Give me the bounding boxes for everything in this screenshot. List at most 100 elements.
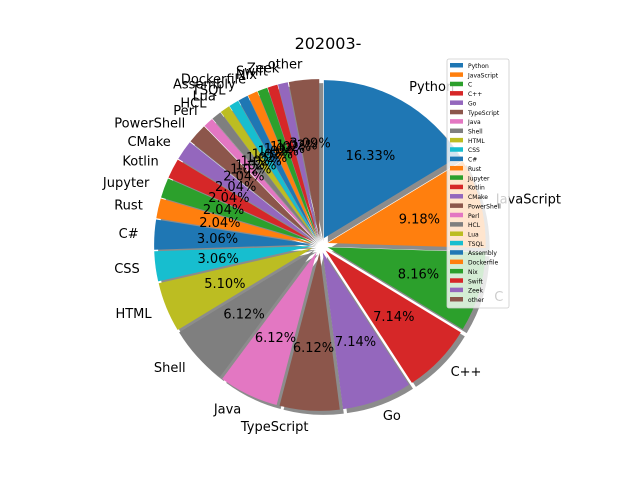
pct-label-tsql: 1.02%: [246, 151, 287, 166]
legend-swatch-java: [450, 119, 463, 124]
category-label-javascript: JavaScript: [495, 192, 561, 207]
legend-swatch-kotlin: [450, 184, 463, 190]
legend-label-tsql: TSQL: [467, 241, 484, 248]
category-label-nix: Nix: [236, 68, 257, 83]
legend-swatch-typescript: [450, 109, 463, 115]
legend-swatch-powershell: [450, 203, 463, 208]
legend-swatch-dockerfile: [450, 259, 463, 265]
pct-label-css: 3.06%: [198, 252, 239, 267]
category-label-css: CSS: [114, 262, 140, 277]
legend-swatch-c: [450, 81, 463, 87]
pct-label-lua: 1.02%: [240, 154, 281, 169]
pct-label-other: 3.09%: [289, 136, 330, 151]
legend-label-hcl: HCL: [468, 222, 481, 229]
category-label-powershell: PowerShell: [114, 117, 185, 132]
category-label-cmake: CMake: [127, 135, 170, 150]
pct-label-python: 16.33%: [346, 149, 396, 164]
legend-label-typescript: TypeScript: [467, 110, 500, 117]
slice-lua: [220, 106, 316, 239]
legend-label-jupyter: Jupyter: [467, 175, 490, 182]
slice-zeek: [277, 82, 319, 238]
pct-label-kotlin: 2.04%: [208, 191, 249, 206]
legend-swatch-assembly: [450, 250, 463, 255]
chart-title: 202003-: [295, 34, 362, 53]
legend-swatch-tsql: [450, 240, 463, 246]
legend-swatch-html: [450, 137, 463, 143]
legend-label-c: C#: [468, 157, 477, 164]
legend-label-powershell: PowerShell: [468, 203, 501, 210]
legend-label-html: HTML: [468, 138, 485, 145]
category-label-shell: Shell: [154, 361, 186, 376]
slice-c: [327, 247, 486, 330]
slice-hcl: [212, 112, 316, 239]
legend-label-assembly: Assembly: [468, 250, 497, 257]
legend-swatch-perl: [450, 212, 463, 218]
slice-dockerfile: [247, 91, 317, 238]
legend-swatch-other: [450, 297, 463, 302]
category-label-c: C++: [451, 365, 482, 380]
pie-slices: [154, 79, 486, 411]
category-label-perl: Perl: [173, 104, 197, 119]
legend-swatch-shell: [450, 128, 463, 134]
legend-label-javascript: JavaScript: [467, 72, 499, 79]
slice-assembly: [238, 95, 317, 239]
legend-label-rust: Rust: [468, 166, 482, 173]
slice-tsql: [229, 100, 316, 239]
slice-typescript: [279, 252, 340, 411]
pct-label-typescript: 6.12%: [293, 341, 334, 356]
slice-other: [288, 79, 320, 238]
legend-swatch-python: [450, 63, 463, 68]
slice-rust: [156, 198, 313, 244]
slice-kotlin: [168, 159, 313, 242]
category-label-typescript: TypeScript: [240, 420, 309, 435]
pct-label-c: 3.06%: [197, 232, 238, 247]
pct-label-perl: 1.02%: [230, 163, 271, 178]
legend-swatch-zeek: [450, 287, 463, 293]
legend-label-python: Python: [468, 63, 489, 70]
category-label-lua: Lua: [193, 90, 216, 105]
legend-label-perl: Perl: [468, 213, 480, 220]
category-label-other: other: [268, 58, 303, 73]
legend-swatch-css: [450, 147, 463, 152]
slice-c: [325, 250, 461, 383]
category-label-dockerfile: Dockerfile: [181, 72, 246, 87]
legend-label-kotlin: Kotlin: [468, 185, 485, 192]
slice-c: [154, 219, 313, 250]
pct-label-javascript: 9.18%: [399, 212, 440, 227]
pct-label-go: 7.14%: [335, 335, 376, 350]
legend-swatch-lua: [450, 231, 463, 236]
category-label-kotlin: Kotlin: [122, 155, 158, 170]
legend-swatch-swift: [450, 278, 463, 283]
legend-swatch-go: [450, 100, 463, 105]
pct-label-powershell: 2.04%: [223, 170, 264, 185]
category-label-swift: Swift: [236, 64, 268, 79]
pct-label-dockerfile: 1.02%: [258, 145, 299, 160]
percent-labels: 16.33%9.18%8.16%7.14%7.14%6.12%6.12%6.12…: [197, 136, 440, 356]
legend-label-go: Go: [468, 100, 477, 107]
slice-powershell: [190, 126, 315, 240]
legend-swatch-c: [450, 156, 463, 162]
legend-swatch-hcl: [450, 222, 463, 227]
slice-swift: [267, 84, 318, 238]
category-labels: Python JavaScript C C++ Go TypeScript Java Shel…: [102, 58, 561, 435]
slice-shell: [179, 250, 315, 378]
legend-label-shell: Shell: [468, 129, 483, 136]
pct-label-rust: 2.04%: [199, 216, 240, 231]
category-label-zeek: Zeek: [247, 61, 280, 76]
legend: Python JavaScript C C++ Go TypeScript Java Shel…: [446, 58, 510, 309]
legend-label-cmake: CMake: [468, 194, 488, 201]
legend-label-css: CSS: [468, 147, 480, 154]
legend-swatch-javascript: [450, 72, 463, 77]
category-label-hcl: HCL: [180, 97, 207, 112]
category-label-html: HTML: [115, 307, 152, 322]
slice-cmake: [178, 142, 314, 241]
pct-label-html: 5.10%: [204, 277, 245, 292]
pct-label-c: 8.16%: [398, 268, 439, 283]
category-label-c: C#: [119, 227, 139, 242]
pct-label-assembly: 1.02%: [252, 148, 293, 163]
slice-java: [222, 252, 317, 405]
category-label-go: Go: [383, 409, 401, 424]
slice-python: [323, 80, 460, 239]
